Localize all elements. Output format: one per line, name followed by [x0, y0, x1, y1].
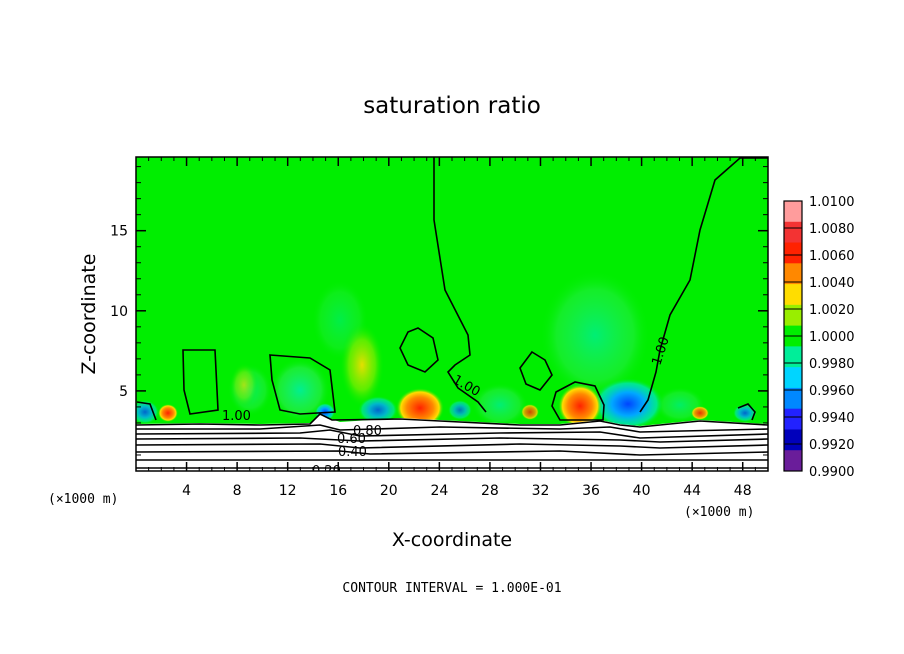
colorbar-label: 0.9960: [809, 384, 855, 399]
x-tick-label: 4: [182, 483, 191, 499]
contour-lines: [136, 157, 768, 469]
colorbar-swatch: [784, 367, 802, 389]
y-axis: 5 10 15: [110, 166, 768, 456]
subsaturated-core: [448, 400, 472, 420]
x-axis: 4 8 12 16 20 24 28 32 36 40 44 48: [148, 157, 756, 499]
contour-line: [136, 401, 157, 421]
y-axis-label: Z-coordinate: [78, 254, 100, 375]
colorbar-swatch: [784, 429, 802, 451]
colorbar-swatch: [784, 221, 802, 244]
colorbar-label: 1.0100: [809, 195, 855, 210]
colorbar-swatch: [784, 304, 802, 327]
chart-title: saturation ratio: [363, 93, 541, 119]
supersaturated-plume: [230, 363, 258, 407]
contour-line: [136, 424, 768, 433]
contour-line: [551, 381, 605, 421]
colorbar-label: 0.9920: [809, 438, 855, 453]
x-tick-label: 16: [329, 483, 347, 499]
subsaturated-core: [136, 400, 159, 424]
supersaturated-plume: [340, 323, 384, 407]
x-tick-label: 12: [279, 483, 297, 499]
colorbar-swatch: [784, 387, 802, 410]
contour-line: [269, 354, 336, 415]
contour-line: [136, 450, 768, 456]
colorbar-label: 1.0000: [809, 330, 855, 345]
x-tick-label: 24: [430, 483, 448, 499]
x-tick-label: 44: [683, 483, 701, 499]
dry-boundary-layer: [136, 415, 768, 471]
x-tick-label: 40: [633, 483, 651, 499]
x-tick-label: 36: [582, 483, 600, 499]
supersaturated-core: [521, 404, 539, 420]
colorbar-label: 0.9940: [809, 411, 855, 426]
colorbar-swatch: [784, 450, 802, 472]
subsaturated-core: [592, 378, 664, 430]
colorbar-label: 1.0060: [809, 249, 855, 264]
colorbar-label: 0.9900: [809, 465, 855, 480]
contour-label: 0.20: [312, 464, 341, 479]
y-tick-label: 15: [110, 224, 128, 240]
subsaturated-patch: [270, 358, 330, 422]
colorbar-swatch: [784, 346, 802, 368]
x-tick-label: 48: [734, 483, 752, 499]
contour-label: 0.80: [353, 424, 382, 439]
colorbar-swatch: [784, 201, 802, 223]
contour-label: 1.00: [222, 409, 251, 424]
contour-label: 0.40: [338, 445, 367, 460]
subsaturated-patch: [540, 270, 650, 400]
contour-line: [182, 349, 219, 415]
plot-area: 1.00 1.00 1.00 0.80 0.60 0.40 0.20: [136, 157, 768, 479]
contour-label: 0.60: [337, 432, 366, 447]
contour-line: [399, 327, 439, 373]
contour-line: [136, 429, 768, 439]
contour-line: [433, 157, 487, 413]
contour-line: [136, 443, 768, 449]
field-anomalies: [136, 270, 757, 430]
field-background: [136, 157, 768, 471]
x-unit-note-right: (×1000 m): [684, 505, 754, 520]
contour-line: [639, 157, 768, 413]
subsaturated-core: [358, 396, 398, 424]
colorbar-label: 0.9980: [809, 357, 855, 372]
supersaturated-core: [158, 404, 178, 422]
y-tick-label: 5: [119, 384, 128, 400]
supersaturated-core: [691, 406, 709, 420]
colorbar-label: 1.0080: [809, 222, 855, 237]
subsaturated-patch: [472, 383, 528, 427]
x-tick-label: 28: [481, 483, 499, 499]
colorbar-label: 1.0020: [809, 303, 855, 318]
x-unit-note-left: (×1000 m): [48, 492, 118, 507]
supersaturated-core: [558, 384, 602, 428]
colorbar-swatch: [784, 284, 802, 306]
colorbar-label: 1.0040: [809, 276, 855, 291]
contour-line: [519, 350, 553, 391]
contour-labels: 1.00 1.00 1.00 0.80 0.60 0.40 0.20: [222, 335, 673, 479]
colorbar-swatch: [784, 242, 802, 264]
contour-line: [737, 403, 756, 421]
contour-interval-note: CONTOUR INTERVAL = 1.000E-01: [342, 581, 561, 596]
supersaturated-core: [396, 388, 444, 428]
x-tick-label: 32: [532, 483, 550, 499]
x-tick-label: 20: [380, 483, 398, 499]
subsaturated-core: [733, 404, 757, 422]
y-tick-label: 10: [110, 304, 128, 320]
x-axis-label: X-coordinate: [392, 529, 512, 551]
colorbar: 1.0100 1.0080 1.0060 1.0040 1.0020 1.0000 0.99…: [783, 195, 855, 480]
x-tick-label: 8: [233, 483, 242, 499]
colorbar-swatch: [784, 263, 802, 285]
contour-line: [136, 437, 768, 443]
contour-line: [136, 413, 768, 428]
colorbar-swatch: [784, 408, 802, 430]
